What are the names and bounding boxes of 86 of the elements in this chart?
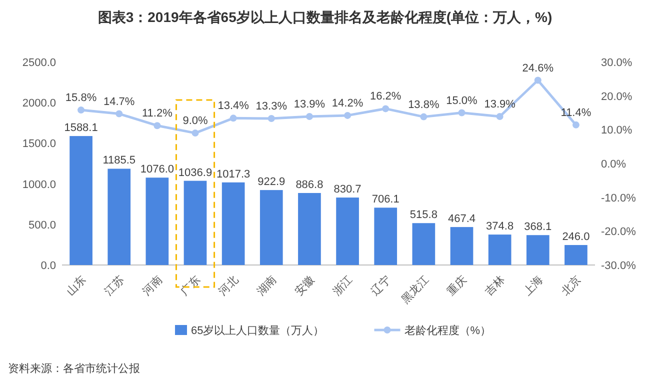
data-label: 13.9%	[294, 98, 326, 110]
point	[268, 115, 275, 122]
data-label: 24.6%	[522, 62, 554, 74]
data-label: 13.4%	[218, 100, 250, 112]
bar	[70, 136, 92, 265]
y2-tick-label: 20.0%	[601, 90, 632, 103]
y2-tick-label: 30.0%	[601, 57, 632, 69]
x-tick-label: 吉林	[482, 273, 508, 298]
point	[78, 106, 85, 114]
bar	[260, 190, 283, 265]
data-label: 922.9	[258, 176, 286, 188]
point	[116, 110, 123, 118]
point	[154, 122, 161, 130]
y-tick-label: 1500.0	[22, 138, 56, 150]
point	[458, 109, 466, 116]
text: 资料来源：各省市统计公报	[8, 362, 140, 375]
data-label: 1588.1	[64, 122, 98, 134]
point	[382, 105, 390, 112]
data-label: 16.2%	[370, 90, 402, 103]
point	[344, 112, 352, 119]
data-label: 706.1	[372, 194, 400, 206]
point	[534, 76, 542, 84]
bar	[184, 180, 207, 265]
point	[496, 112, 504, 120]
data-label: 11.2%	[142, 108, 173, 120]
data-label: 1017.3	[216, 168, 250, 180]
y2-tick-label: -30.0%	[601, 260, 636, 272]
data-label: 9.0%	[182, 115, 208, 128]
data-label: 13.9%	[484, 98, 516, 110]
data-label: 368.1	[524, 221, 552, 234]
data-label: 11.4%	[560, 106, 592, 119]
y-tick-label: 2500.0	[22, 57, 56, 69]
point	[572, 121, 580, 128]
data-label: 14.2%	[332, 97, 364, 110]
x-tick-label: 河南	[140, 273, 165, 298]
data-label: 246.0	[562, 231, 590, 244]
data-label: 13.3%	[256, 100, 288, 112]
data-label: 1076.0	[140, 164, 174, 176]
data-label: 1185.5	[102, 154, 136, 167]
data-label: 374.8	[486, 220, 514, 233]
bar	[222, 182, 245, 265]
data-label: 467.4	[448, 213, 476, 226]
x-tick-label: 湖南	[254, 273, 279, 298]
bar	[146, 178, 169, 265]
data-label: 515.8	[410, 209, 438, 222]
point	[230, 114, 237, 122]
chart-title: 图表3：2019年各省65岁以上人口数量排名及老龄化程度(单位：万人，%)	[98, 9, 552, 25]
bar	[564, 245, 588, 265]
legend-label: 老龄化程度（%）	[404, 324, 492, 337]
y2-tick-label: -20.0%	[601, 226, 636, 238]
y-tick-label: 0.0	[40, 260, 56, 272]
data-label: 13.8%	[408, 98, 440, 111]
y-tick-label: 2000.0	[22, 98, 56, 110]
data-label: 830.7	[334, 184, 362, 196]
y2-tick-label: 0.0%	[601, 158, 626, 170]
y-tick-label: 1000.0	[22, 178, 56, 191]
y2-tick-label: 10.0%	[601, 124, 632, 137]
data-label: 1036.9	[178, 166, 212, 179]
legend-label: 65岁以上人口数量（万人）	[191, 324, 324, 337]
data-label: 886.8	[296, 178, 324, 191]
data-label: 14.7%	[104, 96, 135, 108]
bar	[450, 227, 474, 265]
bar	[374, 208, 398, 265]
x-tick-label: 北京	[558, 273, 584, 298]
y-tick-label: 500.0	[28, 219, 56, 232]
x-tick-label: 江苏	[102, 273, 127, 298]
x-tick-label: 重庆	[444, 273, 470, 298]
bar	[108, 168, 131, 265]
x-tick-label: 辽宁	[368, 273, 394, 298]
bar	[526, 235, 550, 265]
point	[306, 112, 313, 120]
x-tick-label: 黑龙江	[398, 273, 432, 306]
x-tick-label: 河北	[216, 273, 241, 298]
x-tick-label: 浙江	[330, 273, 356, 298]
x-tick-label: 安徽	[292, 273, 318, 298]
bar	[488, 234, 512, 265]
point	[420, 113, 428, 120]
bar	[412, 223, 436, 265]
data-label: 15.0%	[446, 94, 478, 107]
bar	[298, 192, 321, 265]
data-label: 15.8%	[65, 92, 97, 104]
bar	[336, 198, 359, 265]
x-tick-label: 上海	[520, 273, 546, 298]
point	[192, 130, 199, 137]
x-tick-label: 山东	[64, 273, 89, 298]
y2-tick-label: -10.0%	[601, 192, 636, 204]
